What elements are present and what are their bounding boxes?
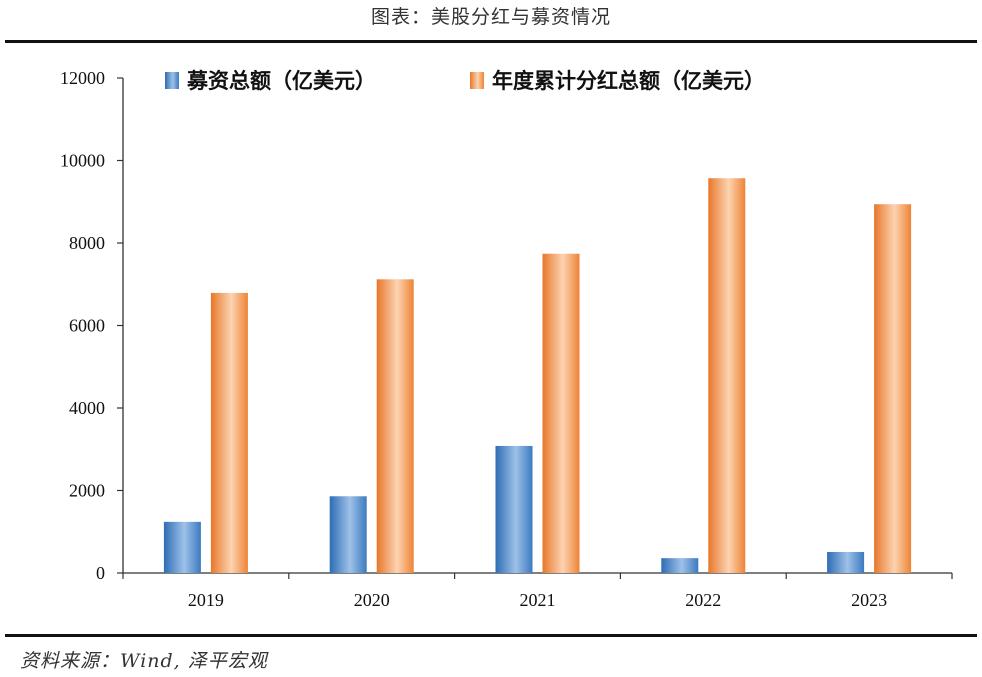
- x-tick-label: 2021: [520, 590, 556, 610]
- y-tick-label: 0: [96, 563, 105, 583]
- y-tick-label: 10000: [60, 151, 105, 171]
- bar-fundraising-2020: [329, 496, 367, 573]
- x-tick-label: 2020: [354, 590, 390, 610]
- legend-swatch: [470, 72, 484, 89]
- top-rule: [5, 40, 977, 43]
- y-tick-label: 2000: [69, 481, 105, 501]
- y-tick-label: 8000: [69, 233, 105, 253]
- bar-fundraising-2023: [827, 551, 865, 573]
- bar-dividend-2019: [210, 292, 248, 573]
- bar-dividend-2021: [542, 253, 580, 573]
- x-tick-label: 2019: [188, 590, 224, 610]
- chart-title: 图表：美股分红与募资情况: [370, 6, 611, 28]
- legend-swatch: [165, 72, 179, 89]
- y-tick-label: 12000: [60, 68, 105, 88]
- y-tick-label: 6000: [69, 316, 105, 336]
- x-tick-label: 2023: [851, 590, 887, 610]
- x-tick-label: 2022: [685, 590, 721, 610]
- bar-dividend-2020: [376, 279, 414, 573]
- bar-fundraising-2021: [495, 445, 533, 573]
- legend-label: 年度累计分红总额（亿美元）: [492, 69, 765, 93]
- bar-dividend-2022: [708, 178, 746, 574]
- bar-fundraising-2019: [163, 521, 201, 573]
- bar-fundraising-2022: [661, 558, 699, 573]
- legend-label: 募资总额（亿美元）: [186, 69, 376, 93]
- source-note: 资料来源：Wind, 泽平宏观: [20, 650, 268, 672]
- bar-dividend-2023: [874, 204, 912, 573]
- bottom-rule: [5, 634, 977, 637]
- y-tick-label: 4000: [69, 398, 105, 418]
